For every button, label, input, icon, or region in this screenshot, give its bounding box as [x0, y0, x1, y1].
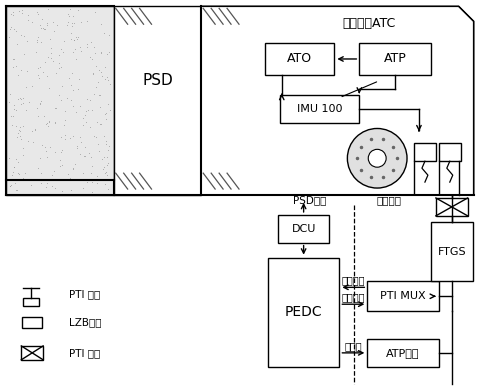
Circle shape: [368, 149, 386, 167]
Text: PEDC: PEDC: [285, 305, 323, 319]
Text: ATP: ATP: [384, 53, 407, 66]
Bar: [21, 346, 43, 360]
Text: 门状态: 门状态: [345, 341, 362, 351]
Text: IMU 100: IMU 100: [297, 104, 342, 113]
Text: 开门命令: 开门命令: [342, 275, 365, 285]
Bar: [436, 198, 468, 216]
Bar: [22, 317, 42, 328]
Text: ATO: ATO: [287, 53, 312, 66]
Circle shape: [348, 128, 407, 188]
Bar: [278, 215, 329, 243]
Bar: [114, 6, 201, 195]
Text: PSD: PSD: [142, 73, 173, 88]
Bar: [367, 281, 439, 311]
Text: 车载信号ATC: 车载信号ATC: [343, 17, 396, 30]
Text: LZB天线: LZB天线: [69, 317, 101, 327]
Bar: [439, 144, 461, 161]
Text: 信号系统: 信号系统: [377, 195, 402, 205]
Bar: [268, 257, 339, 367]
Bar: [6, 6, 114, 195]
Bar: [23, 298, 39, 306]
Polygon shape: [201, 6, 474, 195]
Text: PSD系统: PSD系统: [293, 195, 326, 205]
Bar: [265, 43, 335, 75]
Bar: [414, 144, 436, 161]
Bar: [431, 222, 473, 281]
Text: PTI 天线: PTI 天线: [69, 289, 100, 299]
Bar: [280, 95, 360, 122]
Text: DCU: DCU: [291, 224, 316, 234]
Text: PTI 环线: PTI 环线: [69, 348, 100, 358]
Text: PTI MUX: PTI MUX: [380, 291, 426, 301]
Text: 关门命令: 关门命令: [342, 292, 365, 302]
Text: FTGS: FTGS: [437, 246, 466, 257]
Text: ATP轨旁: ATP轨旁: [386, 348, 420, 358]
Bar: [367, 339, 439, 367]
Bar: [360, 43, 431, 75]
